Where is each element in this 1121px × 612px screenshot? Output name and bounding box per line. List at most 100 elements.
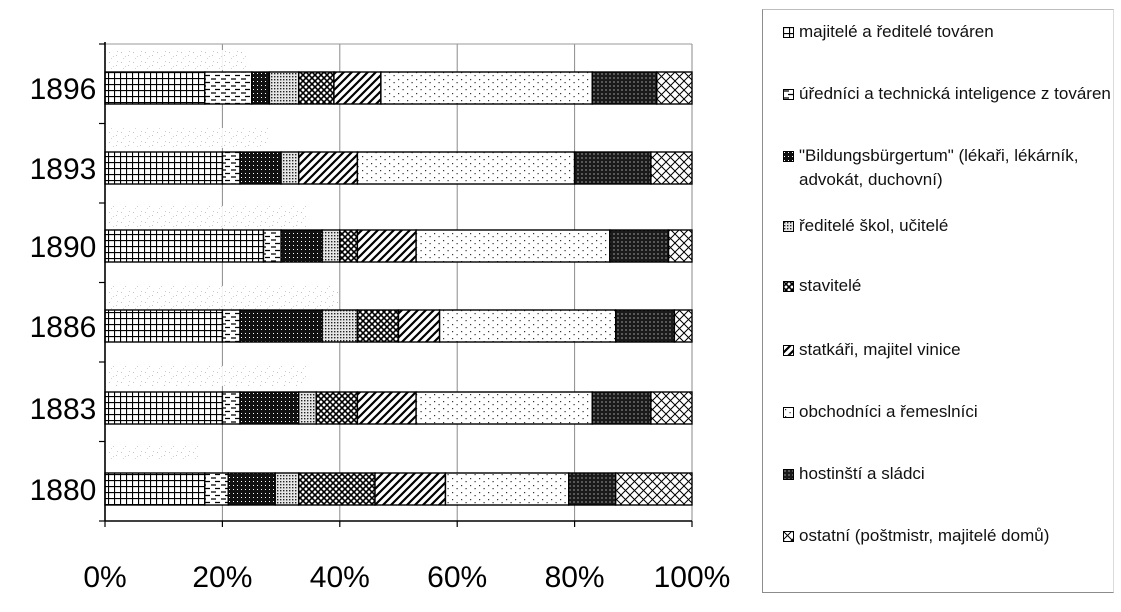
legend-swatch [783,531,794,542]
bar-segment-1880-5 [298,472,376,506]
legend-label: "Bildungsbürgertum" (lékaři, lékárník, a… [799,146,1079,189]
bar-segment-1890-6 [356,229,417,263]
scan-noise [108,286,338,310]
x-tick-label: 0% [83,561,126,594]
bar-segment-1883-1 [104,391,224,425]
bar-segment-1886-8 [614,309,676,343]
bar-segment-1880-7 [444,472,570,506]
y-tick-label: 1880 [30,474,97,507]
bar-segment-1896-7 [380,71,593,105]
bar-segment-1886-5 [356,309,400,343]
bar-segment-1880-3 [227,472,276,506]
x-tick-label: 60% [427,561,487,594]
bar-segment-1896-9 [656,71,693,105]
bar-segment-1880-6 [374,472,447,506]
y-tick-label: 1893 [30,153,97,186]
bar-segment-1883-7 [415,391,593,425]
y-tick-label: 1890 [30,231,97,264]
legend-item: obchodníci a řemeslníci [783,400,1111,424]
bar-segment-1886-1 [104,309,224,343]
bar-segment-1893-1 [104,151,224,185]
legend-label: ostatní (poštmistr, majitelé domů) [799,526,1050,545]
x-tick-label: 20% [192,561,252,594]
y-tick-label: 1886 [30,311,97,344]
x-tick-label: 100% [654,561,731,594]
bar-segment-1880-8 [568,472,617,506]
legend-label: hostinští a sládci [799,464,925,483]
bar-segment-1896-2 [204,71,253,105]
bar-segment-1896-3 [251,71,271,105]
bar-segment-1893-3 [239,151,282,185]
bar-segment-1883-5 [315,391,359,425]
y-tick-label: 1883 [30,393,97,426]
bar-segment-1880-1 [104,472,206,506]
legend-item: hostinští a sládci [783,462,1111,486]
bar-segment-1896-4 [268,71,300,105]
x-tick-label: 80% [545,561,605,594]
y-tick-labels: 1896 1893 1890 1886 1883 1880 [30,73,97,507]
legend-item: majitelé a ředitelé továren [783,20,1111,44]
y-tick-label: 1896 [30,73,97,106]
legend-label: stavitelé [799,276,862,295]
scan-noise [108,206,308,228]
scan-noise [108,50,248,70]
bar-segment-1890-3 [280,229,323,263]
bar-segment-1890-4 [321,229,341,263]
bar-segment-1886-3 [239,309,323,343]
bar-segment-1890-1 [104,229,265,263]
scan-noise [108,128,268,148]
bar-segment-1896-1 [104,71,206,105]
scan-noise [108,366,308,386]
legend-swatch [783,345,794,356]
bar-segment-1893-2 [221,151,241,185]
background-noise [108,50,338,460]
legend-item: stavitelé [783,274,1111,298]
x-tick-labels: 0% 20% 40% 60% 80% 100% [83,561,730,594]
bar-segment-1883-9 [650,391,693,425]
legend-swatch [783,281,794,292]
bars [104,71,693,506]
bar-segment-1880-2 [204,472,229,506]
axes [99,42,693,527]
bar-segment-1896-5 [298,71,335,105]
bar-segment-1886-2 [221,309,241,343]
legend-label: majitelé a ředitelé továren [799,22,994,41]
bar-segment-1883-4 [298,391,318,425]
bar-segment-1890-8 [609,229,670,263]
legend-item: úředníci a technická inteligence z továr… [783,82,1111,106]
legend-swatch [783,221,794,232]
grid-lines [104,43,693,521]
bar-segment-1886-7 [438,309,617,343]
stacked-bar-chart: 1896 1893 1890 1886 1883 1880 0% 20% 40% 60% 80% 1… [30,42,730,594]
legend-label: obchodníci a řemeslníci [799,402,978,421]
legend-swatch [783,407,794,418]
bar-segment-1893-4 [280,151,300,185]
legend-item: ředitelé škol, učitelé [783,214,1111,238]
bar-segment-1890-9 [667,229,693,263]
legend-swatch [783,469,794,480]
legend: majitelé a ředitelé továren úředníci a te… [762,9,1114,593]
bar-segment-1883-8 [591,391,652,425]
bar-segment-1893-8 [573,151,652,185]
bar-segment-1893-6 [298,151,359,185]
legend-swatch [783,27,794,38]
bar-segment-1890-5 [339,229,359,263]
bar-segment-1893-7 [356,151,576,185]
bar-segment-1883-3 [239,391,300,425]
bar-segment-1880-4 [274,472,300,506]
bar-segment-1890-2 [262,229,282,263]
bar-segment-1896-8 [591,71,658,105]
legend-swatch [783,89,794,100]
legend-item: ostatní (poštmistr, majitelé domů) [783,524,1111,548]
legend-label: úředníci a technická inteligence z továr… [799,84,1111,103]
bar-segment-1883-6 [356,391,417,425]
bar-segment-1886-6 [397,309,441,343]
bar-segment-1890-7 [415,229,611,263]
x-tick-label: 40% [310,561,370,594]
legend-label: ředitelé škol, učitelé [799,216,949,235]
legend-item: statkáři, majitel vinice [783,338,1111,362]
bar-segment-1880-9 [614,472,693,506]
bar-segment-1896-6 [333,71,382,105]
bar-segment-1886-4 [321,309,359,343]
bar-segment-1893-9 [650,151,693,185]
